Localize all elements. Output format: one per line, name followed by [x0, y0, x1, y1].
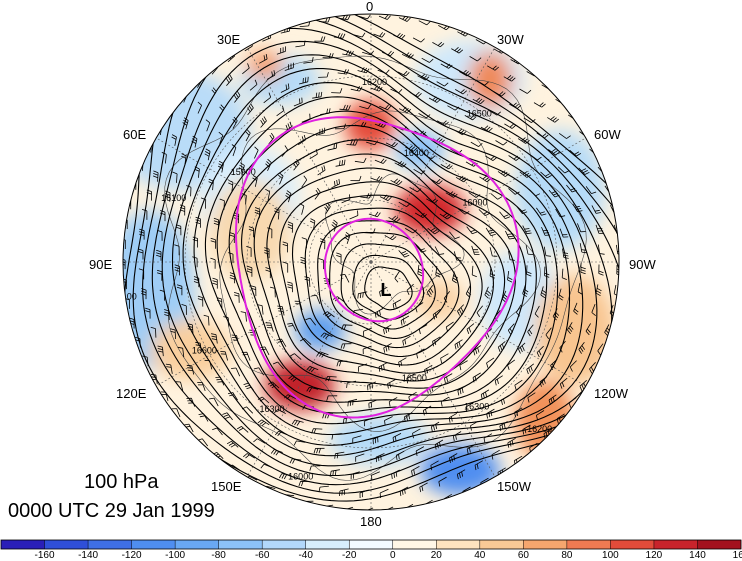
colorbar-label: -140: [78, 550, 99, 561]
colorbar-label: 80: [561, 550, 573, 561]
lon-label-30w: 30W: [497, 32, 524, 47]
colorbar-label: 100: [602, 550, 619, 561]
colorbar-label: 20: [430, 550, 442, 561]
contour-label: 16600: [146, 101, 171, 111]
colorbar-swatch: [479, 540, 524, 549]
contour-label: 16200: [362, 77, 387, 87]
contour-labels: 15900 16000 16100 16200 16300 16400 16500 16600…: [112, 0, 678, 482]
colorbar-label: 120: [645, 550, 663, 561]
colorbar-swatch: [349, 540, 394, 549]
colorbar-swatch: [175, 540, 219, 549]
contour-label: 16600: [192, 345, 217, 355]
colorbar-label: -60: [254, 550, 270, 561]
contour-label: 16000: [462, 197, 487, 207]
contour-label: 16500: [402, 373, 427, 383]
colorbar-swatch: [88, 540, 132, 549]
height-contours: [123, 14, 619, 502]
colorbar-swatch: [653, 540, 698, 549]
contour-label: 15900: [653, 349, 678, 359]
map-boundary: [122, 13, 620, 511]
colorbar-swatch: [392, 540, 437, 549]
colorbar-swatch: [436, 540, 481, 549]
colorbar-label: 60: [517, 550, 529, 561]
magenta-contours: [234, 116, 520, 419]
colorbar-swatch: [44, 540, 89, 549]
lon-label-120w: 120W: [594, 386, 628, 401]
colorbar-label: 40: [474, 550, 486, 561]
contour-label: 16300: [259, 404, 284, 414]
colorbar-label: -100: [165, 550, 186, 561]
contour-label: 16500: [467, 109, 492, 119]
colorbar-swatch: [1, 540, 45, 549]
lon-label-0: 0: [366, 0, 374, 14]
wind-barbs: [123, 14, 619, 510]
contour-label: 16100: [112, 292, 137, 302]
lon-label-180: 180: [360, 514, 382, 529]
colorbar-label: -20: [341, 550, 357, 561]
contour-label: 16400: [274, 0, 299, 6]
lon-label-150e: 150E: [211, 479, 242, 494]
contour-label: 16300: [464, 401, 489, 411]
colorbar-swatch: [566, 540, 611, 549]
colorbar-label: -40: [298, 550, 313, 561]
colorbar-label: -160: [34, 550, 55, 561]
colorbar-label: -120: [121, 550, 142, 561]
colorbar-swatch: [697, 540, 742, 549]
colorbar-swatch: [262, 540, 307, 549]
lon-label-60e: 60E: [123, 127, 147, 142]
contour-label: 15900: [231, 167, 256, 177]
contour-label: 16000: [288, 472, 313, 482]
lon-label-150w: 150W: [497, 479, 531, 494]
pressure-level-title: 100 hPa: [84, 471, 159, 493]
lon-label-30e: 30E: [217, 32, 241, 47]
colorbar-label: 160: [732, 550, 742, 561]
lon-label-120e: 120E: [116, 386, 147, 401]
colorbar-label: 140: [689, 550, 706, 561]
lon-label-90w: 90W: [629, 257, 656, 272]
colorbar: [0, 539, 742, 550]
colorbar-label: 0: [390, 550, 396, 561]
lon-label-60w: 60W: [594, 127, 621, 142]
contour-label: 16400: [404, 148, 429, 158]
valid-time-title: 0000 UTC 29 Jan 1999: [8, 500, 215, 522]
low-pressure-marker: L: [381, 280, 392, 300]
colorbar-swatch: [610, 540, 655, 549]
colorbar-swatch: [305, 540, 350, 549]
lon-label-90e: 90E: [89, 257, 113, 272]
contour-label: 16100: [161, 193, 186, 203]
colorbar-label: -80: [211, 550, 226, 561]
contour-label: 16200: [527, 424, 552, 434]
colorbar-swatch: [131, 540, 176, 549]
colorbar-swatch: [218, 540, 263, 549]
colorbar-swatch: [523, 540, 568, 549]
